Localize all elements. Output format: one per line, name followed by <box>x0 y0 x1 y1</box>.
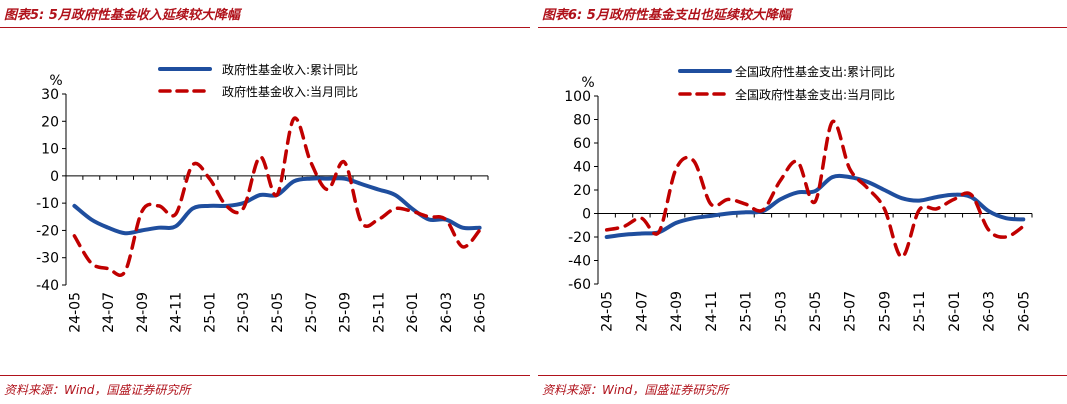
chart-panel-expenditure: 图表6: 5月政府性基金支出也延续较大降幅 100 80 60 40 20 0 -20 -40… <box>538 0 1067 404</box>
y-tick-label: -10 <box>36 196 59 212</box>
x-tick-label: 26-03 <box>439 292 455 333</box>
y-tick-label: 10 <box>41 142 59 158</box>
y-tick-label: -20 <box>568 230 591 246</box>
y-tick-label: 0 <box>50 169 59 185</box>
y-tick-label: 80 <box>573 113 591 129</box>
x-tick-label: 24-09 <box>669 291 685 332</box>
y-tick-label: 40 <box>573 160 591 176</box>
x-tick-label: 25-11 <box>912 291 928 332</box>
expenditure-line-chart: 100 80 60 40 20 0 -20 -40 -60% 24-05 24-07 24-09 24-… <box>564 64 1033 332</box>
legend-label: 政府性基金收入:当月同比 <box>222 84 358 99</box>
y-tick-label: -60 <box>568 277 591 293</box>
x-tick-label: 25-07 <box>304 292 320 333</box>
series-line-monthly-yoy <box>72 116 482 277</box>
panel-title: 图表5: 5月政府性基金收入延续较大降幅 <box>4 8 240 23</box>
y-tick-label: -40 <box>568 254 591 270</box>
legend-label: 全国政府性基金支出:当月同比 <box>735 87 895 102</box>
y-tick-label: 100 <box>564 89 591 105</box>
x-tick-label: 25-05 <box>270 292 286 333</box>
x-tick-label: 25-03 <box>773 291 789 332</box>
x-tick-label: 25-09 <box>338 292 354 333</box>
x-tick-label: 25-07 <box>843 291 859 332</box>
chart-panel-revenue: 图表5: 5月政府性基金收入延续较大降幅 30 20 10 0 -10 -20 -30 -40… <box>0 0 530 404</box>
panel-title: 图表6: 5月政府性基金支出也延续较大降幅 <box>542 8 791 23</box>
x-tick-label: 25-11 <box>371 292 387 333</box>
x-tick-label: 26-03 <box>982 291 998 332</box>
y-axis-unit-label: % <box>49 73 62 89</box>
x-tick-label: 25-01 <box>739 291 755 332</box>
x-tick-label: 26-01 <box>405 292 421 333</box>
y-tick-label: 0 <box>582 207 591 223</box>
y-tick-label: 20 <box>41 114 59 130</box>
series-line-monthly-yoy <box>604 120 1026 259</box>
x-tick-label: 24-07 <box>101 292 117 333</box>
source-note: 资料来源：Wind，国盛证券研究所 <box>4 383 191 397</box>
x-tick-label: 25-05 <box>808 291 824 332</box>
x-tick-label: 26-05 <box>473 292 489 333</box>
legend-label: 全国政府性基金支出:累计同比 <box>735 64 895 79</box>
revenue-line-chart: 30 20 10 0 -10 -20 -30 -40% 24-05 24-07 24-09 24-11… <box>36 62 489 333</box>
x-tick-label: 24-07 <box>634 291 650 332</box>
y-tick-label: 30 <box>41 87 59 103</box>
x-tick-label: 24-05 <box>600 291 616 332</box>
x-tick-label: 26-01 <box>947 291 963 332</box>
source-divider <box>0 375 530 376</box>
y-tick-label: 20 <box>573 183 591 199</box>
y-tick-label: 60 <box>573 136 591 152</box>
x-tick-label: 25-01 <box>202 292 218 333</box>
series-line-cumulative-yoy <box>604 173 1026 239</box>
x-tick-label: 25-09 <box>877 291 893 332</box>
y-tick-label: -40 <box>36 278 59 294</box>
source-divider <box>538 375 1067 376</box>
x-tick-label: 24-09 <box>135 292 151 333</box>
title-divider <box>538 27 1067 28</box>
x-tick-label: 24-05 <box>67 292 83 333</box>
title-divider <box>0 27 530 28</box>
x-tick-label: 25-03 <box>236 292 252 333</box>
legend-label: 政府性基金收入:累计同比 <box>222 62 358 77</box>
x-tick-label: 24-11 <box>704 291 720 332</box>
y-tick-label: -30 <box>36 251 59 267</box>
source-note: 资料来源：Wind，国盛证券研究所 <box>542 383 729 397</box>
series-line-cumulative-yoy <box>72 176 482 236</box>
x-tick-label: 24-11 <box>169 292 185 333</box>
y-tick-label: -20 <box>36 223 59 239</box>
x-tick-label: 26-05 <box>1016 291 1032 332</box>
y-axis-unit-label: % <box>581 75 594 91</box>
